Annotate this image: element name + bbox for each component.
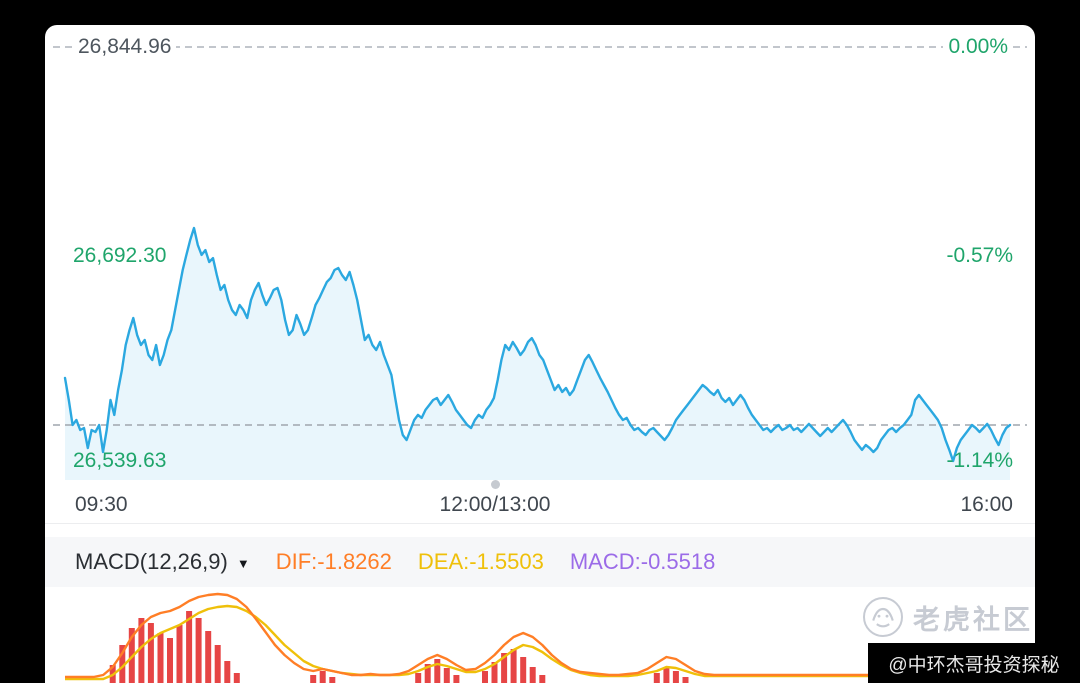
chart-panel: 26,844.96 0.00% 26,692.30 -0.57% 26,539.… [45,25,1035,683]
watermark-text: 老虎社区 [913,604,1033,635]
dif-value-label: DIF:-1.8262 [275,549,392,574]
x-tick-1600: 16:00 [960,493,1013,516]
dif-line [65,592,1010,679]
x-tick-0930: 09:30 [75,493,128,516]
section-divider [45,523,1035,524]
author-credit: @中环杰哥投资探秘 [868,643,1080,683]
price-label-low: 26,539.63 [73,449,167,472]
pct-label-mid: -0.57% [946,244,1013,267]
watermark: 老虎社区 [863,597,1033,637]
axis-dot [491,480,500,489]
price-label-mid: 26,692.30 [73,244,167,267]
macd-value-label: MACD:-0.5518 [569,549,716,574]
chevron-down-icon[interactable]: ▼ [236,555,250,571]
pct-label-high: 0.00% [943,34,1013,60]
price-label-high: 26,844.96 [73,34,177,60]
price-chart[interactable] [45,25,1035,480]
macd-params-label: MACD(12,26,9) [75,549,228,574]
pct-label-low: -1.14% [946,449,1013,472]
macd-indicator-selector[interactable]: MACD(12,26,9) ▼ [75,549,250,575]
price-line [63,226,1012,463]
macd-header[interactable]: MACD(12,26,9) ▼ DIF:-1.8262 DEA:-1.5503 … [45,537,1035,587]
dea-value-label: DEA:-1.5503 [417,549,544,574]
tiger-logo-icon [863,597,903,637]
price-area-fill [65,228,1010,480]
x-tick-midday: 12:00/13:00 [439,493,551,516]
